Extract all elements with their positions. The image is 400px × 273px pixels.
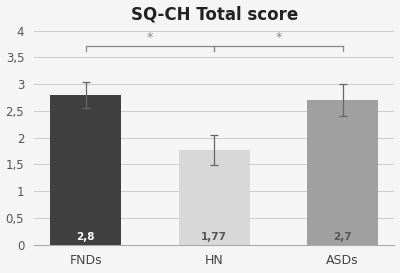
Bar <box>179 150 250 245</box>
Text: 1,77: 1,77 <box>201 232 227 242</box>
Text: 2,7: 2,7 <box>333 232 352 242</box>
Text: *: * <box>275 31 282 44</box>
Bar <box>50 95 121 245</box>
Text: *: * <box>147 31 153 44</box>
Text: 2,8: 2,8 <box>76 232 95 242</box>
Title: SQ-CH Total score: SQ-CH Total score <box>130 5 298 23</box>
Bar <box>307 100 378 245</box>
